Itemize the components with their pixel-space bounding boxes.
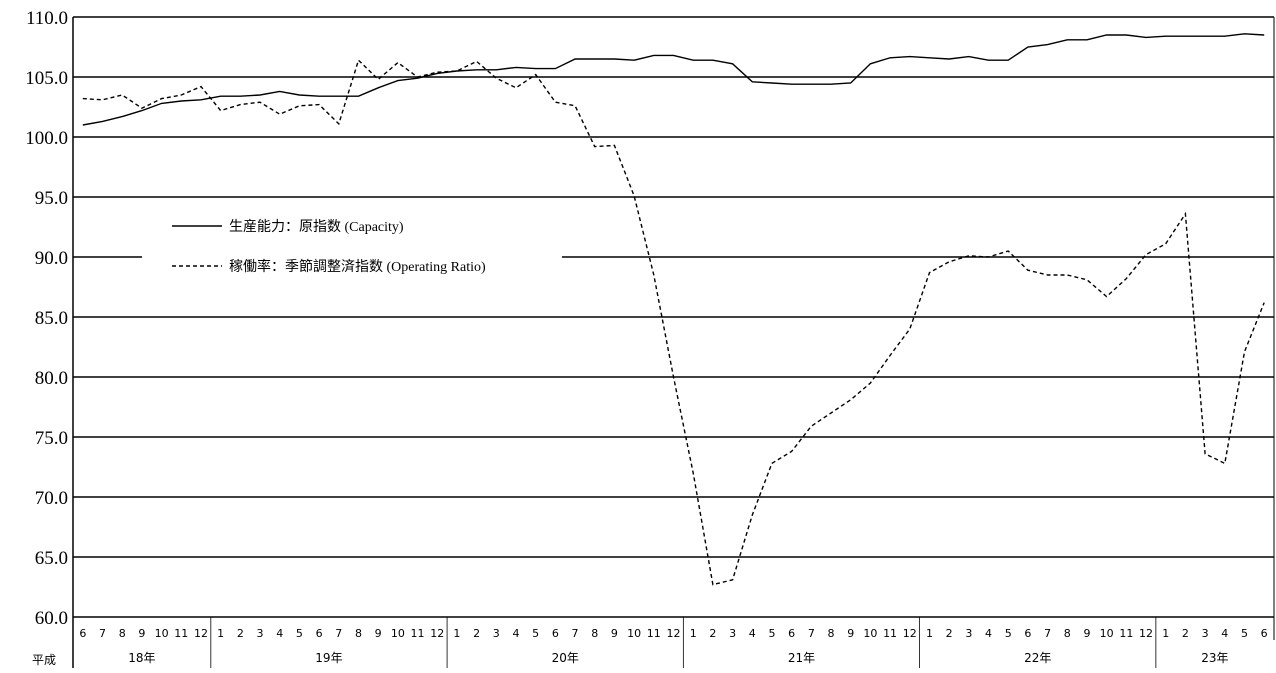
x-tick-label: 12	[667, 627, 681, 640]
y-tick-label: 75.0	[35, 428, 68, 449]
x-tick-label: 5	[1005, 627, 1012, 640]
x-tick-label: 2	[473, 627, 480, 640]
x-tick-label: 9	[611, 627, 618, 640]
x-tick-label: 3	[965, 627, 972, 640]
x-tick-label: 11	[883, 627, 897, 640]
x-tick-label: 1	[690, 627, 697, 640]
y-tick-label: 90.0	[35, 248, 68, 269]
x-tick-label: 12	[430, 627, 444, 640]
x-tick-label: 6	[316, 627, 323, 640]
series-line-1	[82, 58, 1265, 586]
x-tick-label: 3	[1202, 627, 1209, 640]
year-label: 19年	[315, 651, 342, 665]
x-tick-label: 6	[1261, 627, 1268, 640]
year-label: 22年	[1024, 651, 1051, 665]
legend: 生産能力：原指数 (Capacity) 稼働率：季節調整済指数 (Operatin…	[172, 219, 486, 275]
x-tick-label: 7	[1044, 627, 1051, 640]
legend-label: 稼働率：季節調整済指数 (Operating Ratio)	[229, 258, 486, 275]
year-label: 21年	[788, 651, 815, 665]
x-tick-label: 2	[1182, 627, 1189, 640]
x-tick-label: 1	[926, 627, 933, 640]
x-tick-label: 3	[257, 627, 264, 640]
era-label: 平成	[32, 653, 56, 667]
x-tick-label: 1	[1162, 627, 1169, 640]
grid	[72, 16, 1275, 668]
x-tick-label: 6	[788, 627, 795, 640]
x-tick-label: 9	[1083, 627, 1090, 640]
x-tick-label: 10	[1100, 627, 1114, 640]
x-tick-label: 4	[276, 627, 283, 640]
y-tick-label: 110.0	[26, 8, 68, 29]
x-tick-label: 6	[1024, 627, 1031, 640]
legend-label: 生産能力：原指数 (Capacity)	[229, 219, 404, 235]
x-tick-label: 10	[155, 627, 169, 640]
x-tick-label: 8	[355, 627, 362, 640]
x-tick-label: 2	[946, 627, 953, 640]
x-tick-label: 10	[627, 627, 641, 640]
x-tick-label: 2	[709, 627, 716, 640]
y-tick-label: 85.0	[35, 308, 68, 329]
x-axis: 6 7 8 9 10 11 12 1 2 3 4 5 6 7 8 9 10 11 12 1 2 3 4 5 6 7 8 9 10 11 12…	[32, 617, 1268, 668]
x-tick-label: 6	[552, 627, 559, 640]
x-tick-label: 12	[1139, 627, 1153, 640]
x-tick-label: 9	[847, 627, 854, 640]
x-tick-label: 4	[985, 627, 992, 640]
year-label: 18年	[128, 651, 155, 665]
x-tick-label: 7	[99, 627, 106, 640]
y-tick-label: 105.0	[25, 68, 68, 89]
x-tick-label: 10	[391, 627, 405, 640]
x-tick-label: 11	[174, 627, 188, 640]
x-tick-label: 12	[194, 627, 208, 640]
x-tick-label: 3	[493, 627, 500, 640]
x-tick-label: 4	[749, 627, 756, 640]
x-tick-label: 5	[768, 627, 775, 640]
x-tick-label: 11	[1119, 627, 1133, 640]
x-tick-label: 8	[828, 627, 835, 640]
x-tick-label: 10	[863, 627, 877, 640]
plot-lines	[82, 33, 1265, 586]
x-tick-label: 7	[808, 627, 815, 640]
x-tick-label: 1	[217, 627, 224, 640]
x-tick-label: 7	[572, 627, 579, 640]
x-tick-label: 11	[647, 627, 661, 640]
x-tick-label: 6	[79, 627, 86, 640]
x-tick-label: 11	[411, 627, 425, 640]
x-tick-label: 8	[591, 627, 598, 640]
x-tick-label: 5	[1241, 627, 1248, 640]
year-label: 23年	[1201, 651, 1228, 665]
x-tick-label: 4	[512, 627, 519, 640]
y-axis: 60.0 65.0 70.0 75.0 80.0 85.0 90.0 95.0 100.0 105…	[25, 8, 68, 629]
x-tick-label: 9	[138, 627, 145, 640]
y-tick-label: 100.0	[25, 128, 68, 149]
x-tick-label: 5	[296, 627, 303, 640]
x-tick-label: 1	[453, 627, 460, 640]
x-tick-label: 5	[532, 627, 539, 640]
y-tick-label: 65.0	[35, 548, 68, 569]
x-tick-label: 12	[903, 627, 917, 640]
x-tick-label: 8	[1064, 627, 1071, 640]
x-tick-label: 7	[335, 627, 342, 640]
series-line-0	[82, 33, 1265, 126]
y-tick-label: 70.0	[35, 488, 68, 509]
x-tick-label: 8	[119, 627, 126, 640]
x-tick-label: 9	[375, 627, 382, 640]
x-tick-label: 3	[729, 627, 736, 640]
year-label: 20年	[552, 651, 579, 665]
y-tick-label: 80.0	[35, 368, 68, 389]
y-tick-label: 60.0	[35, 608, 68, 629]
x-tick-label: 4	[1221, 627, 1228, 640]
y-tick-label: 95.0	[35, 188, 68, 209]
x-tick-label: 2	[237, 627, 244, 640]
